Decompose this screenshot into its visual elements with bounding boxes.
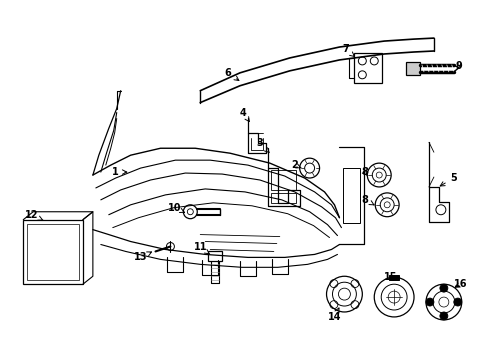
Bar — [354, 53, 382, 83]
Bar — [405, 62, 419, 75]
Text: 12: 12 — [24, 210, 43, 220]
Bar — [388, 275, 398, 280]
Text: 13: 13 — [134, 252, 151, 262]
Text: 1: 1 — [112, 167, 126, 177]
Text: 16: 16 — [453, 279, 467, 289]
Text: 3: 3 — [256, 138, 268, 153]
Bar — [270, 193, 295, 203]
Text: 4: 4 — [239, 108, 249, 122]
Text: 5: 5 — [439, 173, 456, 186]
Circle shape — [439, 312, 447, 320]
Text: 7: 7 — [341, 44, 354, 57]
Text: 11: 11 — [193, 243, 209, 254]
Text: 8: 8 — [360, 167, 367, 177]
Text: 6: 6 — [224, 68, 238, 81]
Bar — [27, 224, 79, 280]
Text: 8: 8 — [361, 195, 373, 205]
Text: 14: 14 — [327, 308, 341, 322]
Text: 9: 9 — [454, 61, 461, 71]
Bar — [343, 168, 360, 223]
Bar — [23, 220, 83, 284]
Bar — [208, 251, 222, 261]
Text: 2: 2 — [291, 160, 301, 170]
Bar — [270, 170, 295, 190]
Circle shape — [439, 284, 447, 292]
Text: 15: 15 — [384, 272, 397, 282]
Text: 10: 10 — [167, 203, 184, 213]
Circle shape — [453, 298, 461, 306]
Circle shape — [425, 298, 433, 306]
